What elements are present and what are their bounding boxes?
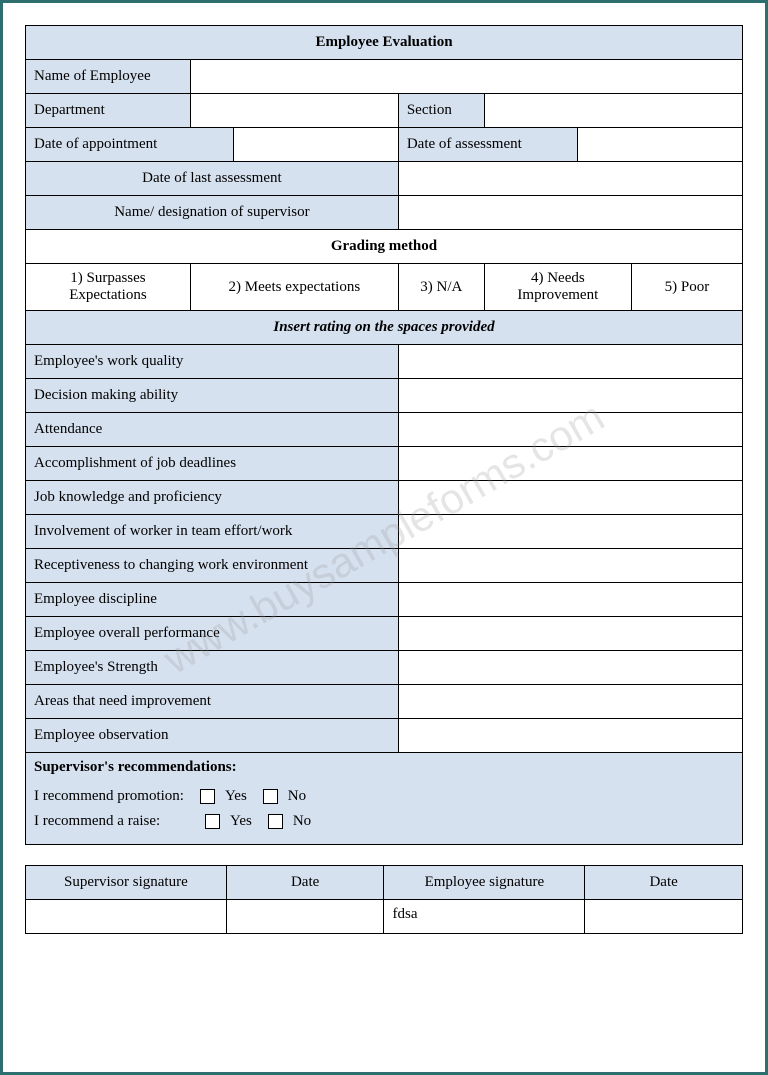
last-assessment-input[interactable] — [398, 162, 742, 196]
criteria-input[interactable] — [398, 719, 742, 753]
signature-table: Supervisor signature Date Employee signa… — [25, 865, 743, 934]
grade-option-4: 4) Needs Improvement — [484, 264, 631, 311]
criteria-label: Employee's work quality — [26, 345, 399, 379]
supervisor-label: Name/ designation of supervisor — [26, 196, 399, 230]
criteria-input[interactable] — [398, 549, 742, 583]
evaluation-form-table: Employee Evaluation Name of Employee Dep… — [25, 25, 743, 845]
no-label: No — [288, 788, 306, 805]
criteria-label: Involvement of worker in team effort/wor… — [26, 515, 399, 549]
supervisor-sig-input[interactable] — [26, 900, 227, 934]
criteria-label: Attendance — [26, 413, 399, 447]
date1-input[interactable] — [226, 900, 384, 934]
criteria-label: Employee's Strength — [26, 651, 399, 685]
appointment-input[interactable] — [233, 128, 398, 162]
supervisor-sig-label: Supervisor signature — [26, 866, 227, 900]
grade-option-5: 5) Poor — [631, 264, 742, 311]
grade-option-3: 3) N/A — [398, 264, 484, 311]
assessment-label: Date of assessment — [398, 128, 577, 162]
raise-row: I recommend a raise: Yes No — [34, 813, 734, 830]
promotion-label: I recommend promotion: — [34, 788, 184, 805]
criteria-input[interactable] — [398, 685, 742, 719]
appointment-label: Date of appointment — [26, 128, 234, 162]
section-label: Section — [398, 94, 484, 128]
recommendations-title: Supervisor's recommendations: — [34, 759, 734, 776]
criteria-label: Accomplishment of job deadlines — [26, 447, 399, 481]
name-input[interactable] — [190, 60, 742, 94]
criteria-label: Employee discipline — [26, 583, 399, 617]
form-title: Employee Evaluation — [26, 26, 743, 60]
promotion-yes-checkbox[interactable] — [200, 789, 215, 804]
criteria-input[interactable] — [398, 345, 742, 379]
employee-sig-label: Employee signature — [384, 866, 585, 900]
department-input[interactable] — [190, 94, 398, 128]
supervisor-input[interactable] — [398, 196, 742, 230]
criteria-label: Job knowledge and proficiency — [26, 481, 399, 515]
criteria-input[interactable] — [398, 651, 742, 685]
criteria-label: Employee observation — [26, 719, 399, 753]
criteria-input[interactable] — [398, 583, 742, 617]
employee-sig-input[interactable]: fdsa — [384, 900, 585, 934]
grade-option-1: 1) Surpasses Expectations — [26, 264, 191, 311]
yes-label: Yes — [230, 813, 252, 830]
section-input[interactable] — [484, 94, 742, 128]
raise-label: I recommend a raise: — [34, 813, 189, 830]
grade-option-2: 2) Meets expectations — [190, 264, 398, 311]
raise-no-checkbox[interactable] — [268, 814, 283, 829]
criteria-input[interactable] — [398, 413, 742, 447]
name-label: Name of Employee — [26, 60, 191, 94]
criteria-input[interactable] — [398, 379, 742, 413]
date2-input[interactable] — [585, 900, 743, 934]
criteria-input[interactable] — [398, 481, 742, 515]
criteria-label: Employee overall performance — [26, 617, 399, 651]
criteria-input[interactable] — [398, 617, 742, 651]
no-label: No — [293, 813, 311, 830]
rating-header: Insert rating on the spaces provided — [26, 311, 743, 345]
criteria-input[interactable] — [398, 447, 742, 481]
date1-label: Date — [226, 866, 384, 900]
date2-label: Date — [585, 866, 743, 900]
department-label: Department — [26, 94, 191, 128]
raise-yes-checkbox[interactable] — [205, 814, 220, 829]
promotion-row: I recommend promotion: Yes No — [34, 788, 734, 805]
last-assessment-label: Date of last assessment — [26, 162, 399, 196]
form-page: www.buysampleforms.com Employee Evaluati… — [0, 0, 768, 1075]
criteria-label: Decision making ability — [26, 379, 399, 413]
criteria-label: Receptiveness to changing work environme… — [26, 549, 399, 583]
criteria-label: Areas that need improvement — [26, 685, 399, 719]
recommendations-section: Supervisor's recommendations: I recommen… — [26, 753, 743, 845]
criteria-input[interactable] — [398, 515, 742, 549]
promotion-no-checkbox[interactable] — [263, 789, 278, 804]
assessment-input[interactable] — [578, 128, 743, 162]
grading-title: Grading method — [26, 230, 743, 264]
yes-label: Yes — [225, 788, 247, 805]
